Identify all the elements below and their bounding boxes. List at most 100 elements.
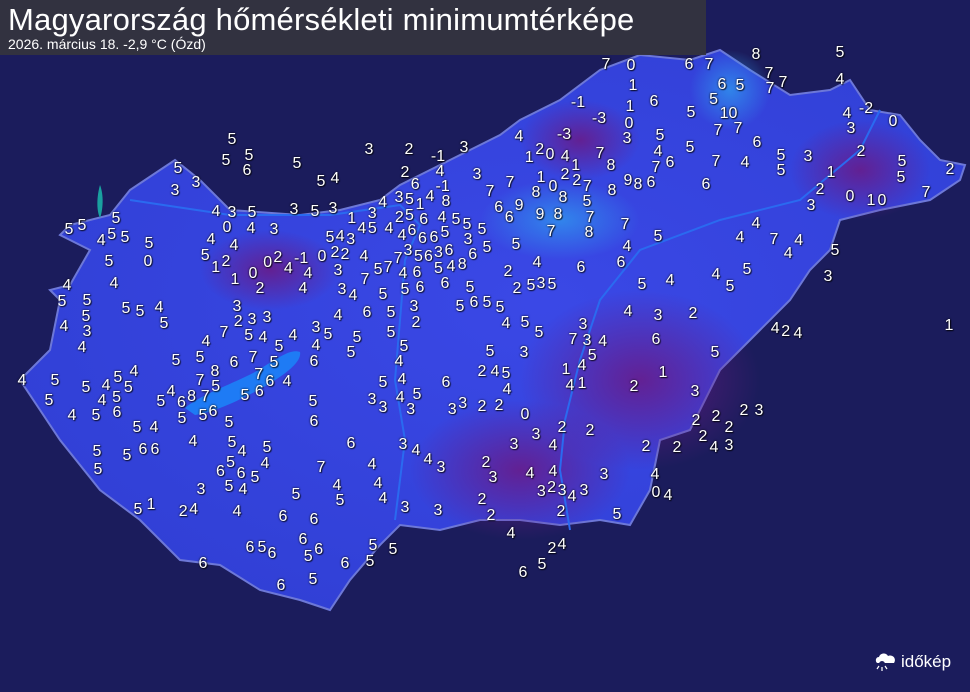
temperature-label: 7	[485, 183, 495, 200]
temperature-label: 5	[404, 206, 414, 224]
temperature-label: 6	[576, 259, 586, 276]
temperature-label: 5	[240, 387, 250, 404]
temperature-label: 3	[328, 200, 338, 217]
temperature-label: 4	[311, 337, 321, 355]
temperature-label: 2	[477, 363, 487, 380]
temperature-label: 2	[273, 249, 283, 266]
temperature-label: 7	[765, 80, 775, 98]
temperature-label: 5	[587, 347, 597, 365]
temperature-label: 5	[64, 221, 74, 238]
temperature-label: 5	[308, 393, 318, 410]
temperature-label: 4	[283, 260, 293, 277]
temperature-label: 10	[719, 104, 738, 122]
temperature-label: 5	[325, 228, 335, 246]
temperature-label: 4	[359, 248, 369, 265]
temperature-label: 3	[653, 307, 663, 324]
temperature-label: 5	[132, 419, 142, 436]
temperature-label: 0	[222, 219, 232, 237]
temperature-label: 4	[238, 481, 248, 498]
temperature-label: 5	[121, 300, 131, 317]
temperature-label: 2	[691, 412, 701, 429]
temperature-label: 4	[384, 220, 394, 237]
temperature-label: 5	[274, 338, 284, 356]
temperature-label: 5	[159, 314, 169, 332]
temperature-label: 4	[425, 188, 435, 205]
temperature-label: 2	[477, 491, 487, 508]
temperature-label: 6	[138, 441, 148, 458]
temperature-label: 5	[82, 292, 92, 310]
temperature-label: 5	[57, 292, 67, 310]
temperature-label: 1	[415, 196, 425, 213]
temperature-label: 3	[333, 261, 343, 279]
temperature-label: 5	[227, 434, 237, 451]
temperature-label: 3	[406, 401, 416, 418]
temperature-label: 3	[227, 203, 237, 221]
temperature-label: 5	[247, 204, 257, 222]
temperature-label: 5	[122, 447, 132, 464]
temperature-label: 1	[347, 210, 357, 227]
temperature-label: 6	[276, 577, 286, 594]
temperature-label: 5	[171, 352, 181, 369]
temperature-label: 2	[945, 161, 955, 178]
temperature-label: 3	[337, 281, 347, 298]
temperature-label: 4	[335, 227, 345, 245]
temperature-label: 3	[394, 189, 404, 206]
temperature-label: 3	[472, 166, 482, 183]
lake-balaton	[185, 351, 301, 415]
temperature-label: 5	[776, 146, 786, 164]
temperature-label: 4	[740, 154, 750, 171]
temperature-label: 4	[423, 451, 433, 468]
temperature-label: 5	[534, 324, 544, 341]
temperature-label: 2	[572, 172, 582, 190]
temperature-label: 2	[411, 313, 421, 331]
temperature-label: 7	[733, 120, 743, 138]
temperature-label: 6	[208, 403, 218, 421]
temperature-label: 5	[485, 343, 495, 360]
temperature-label: 5	[200, 247, 210, 264]
temperature-label: 5	[291, 486, 301, 503]
idokep-logo[interactable]: időkép	[874, 651, 951, 673]
temperature-label: 8	[531, 184, 541, 201]
temperature-label: 3	[724, 437, 734, 454]
temperature-label: 7	[546, 223, 556, 240]
temperature-label: 5	[91, 407, 101, 425]
temperature-label: 4	[751, 215, 761, 232]
temperature-label: 3	[378, 399, 388, 416]
temperature-label: 6	[229, 354, 239, 371]
temperature-label: 7	[620, 216, 630, 233]
temperature-label: 2	[233, 313, 243, 330]
temperature-label: 4	[490, 363, 500, 380]
temperature-label: 4	[793, 325, 803, 342]
temperature-label: 8	[187, 388, 197, 405]
temperature-label: 1	[230, 271, 240, 288]
temperature-label: 4	[598, 333, 608, 350]
temperature-label: 4	[567, 488, 577, 505]
temperature-label: 5	[44, 392, 54, 409]
temperature-label: 1	[625, 98, 635, 115]
temperature-label: 4	[397, 226, 407, 244]
temperature-label: 4	[348, 287, 358, 304]
temperature-label: 6	[494, 199, 504, 216]
temperature-label: 5	[378, 286, 388, 303]
temperature-label: 6	[309, 413, 319, 430]
temperature-label: 3	[690, 383, 700, 400]
logo-text: időkép	[901, 652, 952, 671]
temperature-label: 4	[201, 333, 211, 350]
temperature-label: 1	[211, 259, 221, 276]
temperature-label: 8	[751, 46, 761, 63]
cloud-sun-icon	[875, 653, 895, 671]
temperature-label: 2	[394, 209, 404, 226]
temperature-label: 7	[383, 259, 393, 276]
temperature-label: 5	[709, 91, 718, 108]
temperature-label: 5	[378, 374, 388, 391]
temperature-label: 7	[316, 459, 326, 476]
temperature-label: 5	[135, 303, 145, 320]
temperature-label: 6	[242, 162, 252, 180]
temperature-label: 4	[97, 391, 107, 409]
temperature-label: 6	[665, 154, 675, 171]
temperature-label: 4	[367, 456, 377, 473]
temperature-label: 1	[536, 169, 546, 186]
temperature-label: 3	[622, 130, 632, 148]
temperature-label: 4	[398, 265, 408, 283]
